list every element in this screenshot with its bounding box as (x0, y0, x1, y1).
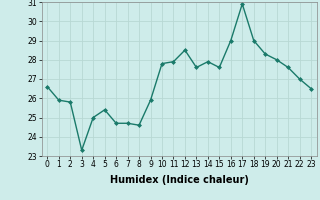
X-axis label: Humidex (Indice chaleur): Humidex (Indice chaleur) (110, 175, 249, 185)
